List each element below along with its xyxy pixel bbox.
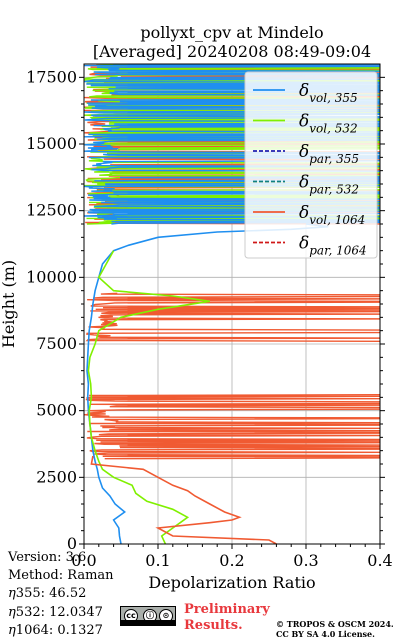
- noise-bands: [84, 64, 380, 460]
- y-axis-label: Height (m): [0, 260, 18, 348]
- eta1064-label: 1064:: [15, 622, 54, 638]
- preliminary-line2: Results.: [184, 617, 243, 633]
- version-text: Version: 3.6: [8, 550, 87, 565]
- eta532-label: 532:: [15, 604, 45, 620]
- preliminary-notice: Preliminary Results.: [184, 602, 270, 633]
- series-line: [86, 223, 329, 544]
- copyright-notice: © TROPOS & OSCM 2024. CC BY SA 4.0 Licen…: [276, 619, 394, 640]
- noise-band-vol_1064: [84, 394, 380, 460]
- eta-symbol: η: [8, 604, 16, 620]
- copyright-line1: © TROPOS & OSCM 2024.: [276, 619, 394, 629]
- eta-symbol: η: [8, 586, 16, 602]
- legend-label: δpar, 1064: [299, 234, 367, 258]
- preliminary-line1: Preliminary: [184, 602, 270, 617]
- method-text: Method: Raman: [8, 568, 114, 584]
- series-lines: [86, 223, 329, 544]
- legend-label: δvol, 355: [299, 81, 358, 105]
- y-tick-label: 5000: [36, 401, 77, 420]
- x-tick-label: 0.4: [367, 551, 392, 570]
- eta355-row: η355: 46.52: [8, 585, 114, 603]
- footer-info: Version: 3.6 Method: Raman η355: 46.52 η…: [8, 549, 114, 640]
- legend-label: δpar, 532: [299, 173, 359, 197]
- legend-label: δpar, 355: [299, 142, 359, 166]
- series-line: [87, 250, 210, 544]
- eta532-row: η532: 12.0347: [8, 604, 114, 622]
- legend-label: δvol, 1064: [299, 203, 365, 227]
- x-tick-label: 0.0: [71, 551, 96, 570]
- cc-badge-bar: [121, 620, 175, 625]
- x-axis-label: Depolarization Ratio: [148, 573, 315, 592]
- legend: δvol, 355 δvol, 532 δpar, 355 δpar, 532 δvol…: [244, 71, 378, 259]
- by-icon: ⓘ: [143, 609, 157, 623]
- eta355-label: 355:: [15, 586, 45, 602]
- chart-title-line1: pollyxt_cpv at Mindelo: [140, 23, 323, 42]
- eta-symbol: η: [8, 622, 16, 638]
- eta355-value: 46.52: [49, 586, 87, 602]
- eta532-value: 12.0347: [49, 604, 103, 620]
- x-tick-label: 0.1: [145, 551, 170, 570]
- series-line: [90, 455, 277, 544]
- y-tick-label: 0: [67, 534, 77, 553]
- noise-band-vol_1064: [85, 292, 380, 342]
- y-tick-label: 15000: [26, 134, 77, 153]
- copyright-line2: CC BY SA 4.0 License.: [276, 629, 375, 640]
- y-tick-label: 17500: [26, 67, 77, 86]
- legend-label: δvol, 532: [299, 112, 358, 136]
- y-tick-label: 10000: [26, 267, 77, 286]
- eta1064-row: η1064: 0.1327: [8, 622, 114, 640]
- x-tick-label: 0.2: [219, 551, 244, 570]
- y-tick-label: 12500: [26, 201, 77, 220]
- y-tick-label: 2500: [36, 467, 77, 486]
- y-tick-label: 7500: [36, 334, 77, 353]
- chart-title-line2: [Averaged] 20240208 08:49-09:04: [93, 42, 371, 61]
- x-tick-label: 0.3: [293, 551, 318, 570]
- sa-icon: ⊙: [159, 609, 173, 623]
- cc-license-badge: cc ⓘ ⊙: [120, 606, 176, 626]
- eta1064-value: 0.1327: [57, 622, 103, 638]
- axis-ticks: 0.0 0.1 0.2 0.3 0.4 0 2500 5000 7500 10000 12500 15…: [26, 67, 393, 570]
